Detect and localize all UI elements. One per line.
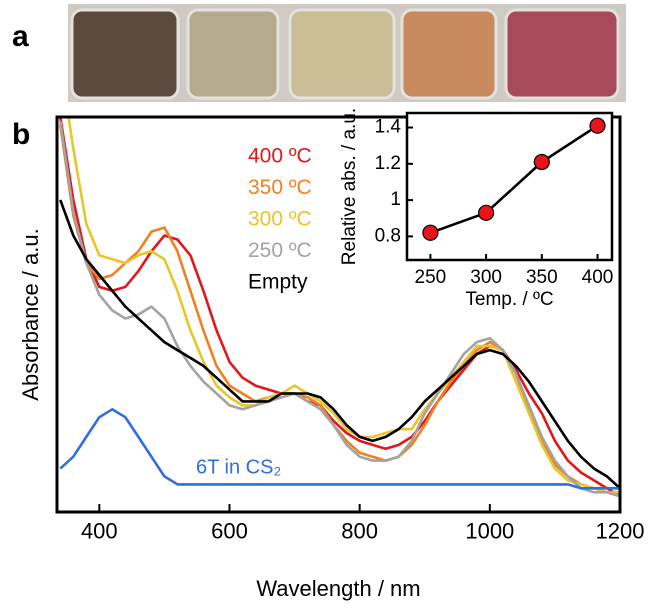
x-tick-label: 350 — [526, 267, 558, 288]
vial — [506, 10, 618, 98]
figure: a b 400 600 800 1000 1200 400 ºC 350 ºC 300 ºC 2… — [0, 0, 652, 606]
legend-entry: 350 ºC — [248, 176, 312, 199]
vial-photo — [68, 4, 626, 102]
panel-label: b — [12, 118, 30, 151]
x-tick-label: 300 — [470, 267, 502, 288]
data-point — [479, 205, 494, 220]
x-tick-label: 400 — [582, 267, 614, 288]
x-axis-label: Temp. / ºC — [465, 289, 553, 310]
x-tick-label: 250 — [415, 267, 447, 288]
vial — [290, 10, 394, 98]
legend-entry: 250 ºC — [248, 239, 312, 262]
series-label: 6T in CS₂ — [196, 456, 281, 478]
x-tick-label: 800 — [341, 519, 378, 544]
legend-entry: Empty — [248, 271, 308, 294]
y-tick-label: 1 — [390, 189, 401, 210]
x-axis-label: Wavelength / nm — [256, 576, 420, 601]
x-tick-label: 400 — [81, 519, 118, 544]
data-point — [590, 118, 605, 133]
data-point — [423, 225, 438, 240]
legend-entry: 400 ºC — [248, 145, 312, 168]
vial — [402, 10, 496, 98]
x-tick-label: 600 — [211, 519, 248, 544]
vial — [72, 10, 178, 98]
data-point — [534, 155, 549, 170]
x-tick-label: 1000 — [465, 519, 514, 544]
vial — [188, 10, 278, 98]
y-tick-label: 1.2 — [375, 153, 401, 174]
x-tick-label: 1200 — [596, 519, 645, 544]
y-tick-label: 0.8 — [375, 225, 401, 246]
y-axis-label: Relative abs. / a.u. — [339, 108, 360, 265]
panel-label: a — [12, 20, 29, 53]
legend-entry: 300 ºC — [248, 208, 312, 231]
y-tick-label: 1.4 — [375, 117, 402, 138]
y-axis-label: Absorbance / a.u. — [18, 228, 43, 400]
